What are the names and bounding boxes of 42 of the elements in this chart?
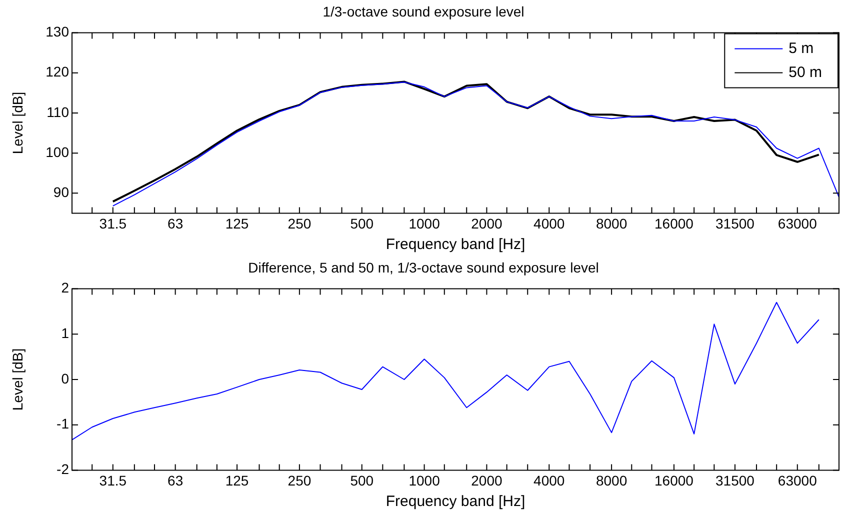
x-tick-label: 125 bbox=[225, 215, 249, 232]
x-tick-label: 4000 bbox=[534, 215, 565, 232]
x-tick-label: 8000 bbox=[596, 472, 628, 488]
x-tick-label: 250 bbox=[288, 215, 312, 232]
x-tick-label: 500 bbox=[350, 215, 374, 232]
x-tick-label: 500 bbox=[350, 472, 374, 488]
x-tick-label: 63000 bbox=[778, 472, 818, 488]
legend-label: 5 m bbox=[788, 40, 814, 57]
x-tick-label: 250 bbox=[288, 472, 312, 488]
x-tick-label: 16000 bbox=[654, 472, 694, 488]
x-tick-label: 31500 bbox=[716, 215, 755, 232]
x-tick-label: 31.5 bbox=[99, 472, 127, 488]
y-axis-title: Level [dB] bbox=[9, 348, 26, 411]
chart-title: 1/3-octave sound exposure level bbox=[322, 3, 524, 20]
y-tick-label: 120 bbox=[46, 64, 70, 80]
x-tick-label: 63 bbox=[168, 215, 184, 232]
x-tick-label: 4000 bbox=[534, 472, 565, 488]
chart-title: Difference, 5 and 50 m, 1/3-octave sound exposure level bbox=[248, 259, 599, 276]
y-axis-title: Level [dB] bbox=[9, 92, 26, 154]
x-tick-label: 125 bbox=[225, 472, 249, 488]
y-tick-label: -1 bbox=[56, 416, 70, 432]
y-tick-label: 100 bbox=[46, 144, 70, 160]
x-tick-label: 16000 bbox=[654, 215, 694, 232]
y-tick-label: 2 bbox=[61, 280, 70, 296]
x-tick-label: 2000 bbox=[471, 472, 502, 488]
y-tick-label: 1 bbox=[61, 325, 70, 342]
x-tick-label: 8000 bbox=[596, 215, 628, 232]
y-tick-label: 90 bbox=[53, 184, 70, 200]
x-tick-label: 31.5 bbox=[99, 215, 127, 232]
y-tick-label: 0 bbox=[61, 370, 70, 386]
x-tick-label: 2000 bbox=[471, 215, 502, 232]
legend-label: 50 m bbox=[788, 64, 822, 81]
x-tick-label: 63 bbox=[168, 472, 184, 488]
y-tick-label: -2 bbox=[56, 461, 70, 478]
x-tick-label: 63000 bbox=[778, 215, 818, 232]
x-axis-title: Frequency band [Hz] bbox=[386, 236, 526, 254]
y-tick-label: 130 bbox=[46, 24, 70, 40]
y-tick-label: 110 bbox=[46, 104, 70, 120]
x-tick-label: 1000 bbox=[408, 472, 440, 488]
x-tick-label: 31500 bbox=[716, 472, 755, 488]
x-tick-label: 1000 bbox=[408, 215, 440, 232]
x-axis-title: Frequency band [Hz] bbox=[386, 493, 526, 510]
